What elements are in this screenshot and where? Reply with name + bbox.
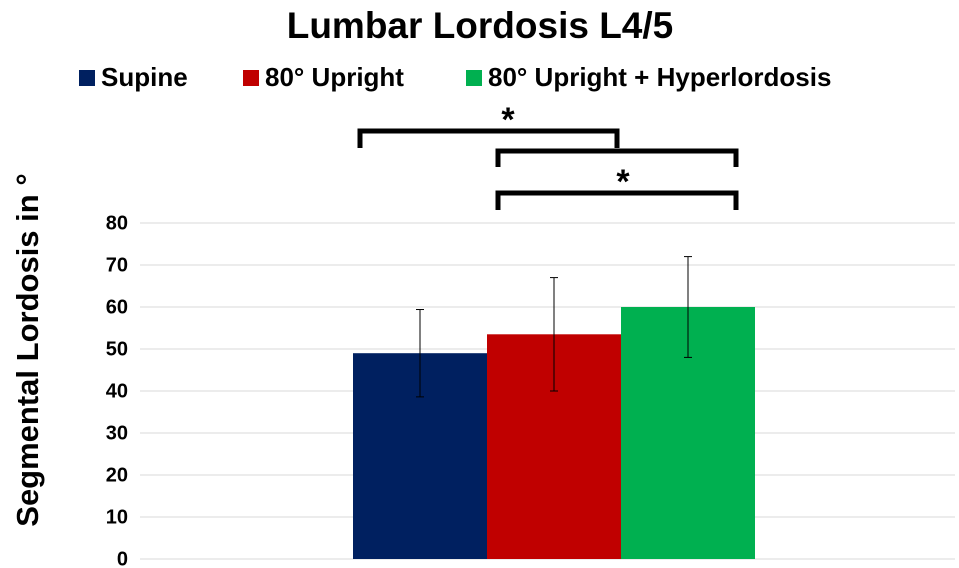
- bracket: [495, 190, 739, 210]
- chart-title: Lumbar Lordosis L4/5: [287, 5, 674, 46]
- error-bar: [416, 309, 424, 398]
- y-axis-label: Segmental Lordosis in °: [10, 173, 45, 526]
- y-tick-label: 50: [106, 338, 128, 360]
- y-tick-label: 70: [106, 254, 128, 276]
- significance-star: *: [616, 163, 630, 201]
- significance-star: *: [501, 101, 515, 139]
- y-tick-label: 60: [106, 296, 128, 318]
- legend-label: 80° Upright + Hyperlordosis: [488, 62, 831, 92]
- legend: Supine 80° Upright 80° Upright + Hyperlord…: [79, 62, 831, 92]
- legend-swatch: [466, 70, 482, 86]
- bracket: [495, 148, 739, 167]
- y-tick-label: 20: [106, 464, 128, 486]
- y-tick-label: 10: [106, 506, 128, 528]
- significance-brackets: * *: [357, 101, 739, 210]
- error-bar: [684, 256, 692, 358]
- error-bar: [550, 277, 558, 392]
- legend-label: 80° Upright: [265, 62, 404, 92]
- y-tick-label: 80: [106, 212, 128, 234]
- bracket: [357, 128, 620, 148]
- y-tick-label: 0: [117, 548, 128, 568]
- legend-swatch: [79, 70, 95, 86]
- legend-label: Supine: [101, 62, 188, 92]
- legend-swatch: [243, 70, 259, 86]
- y-tick-label: 30: [106, 422, 128, 444]
- y-tick-label: 40: [106, 380, 128, 402]
